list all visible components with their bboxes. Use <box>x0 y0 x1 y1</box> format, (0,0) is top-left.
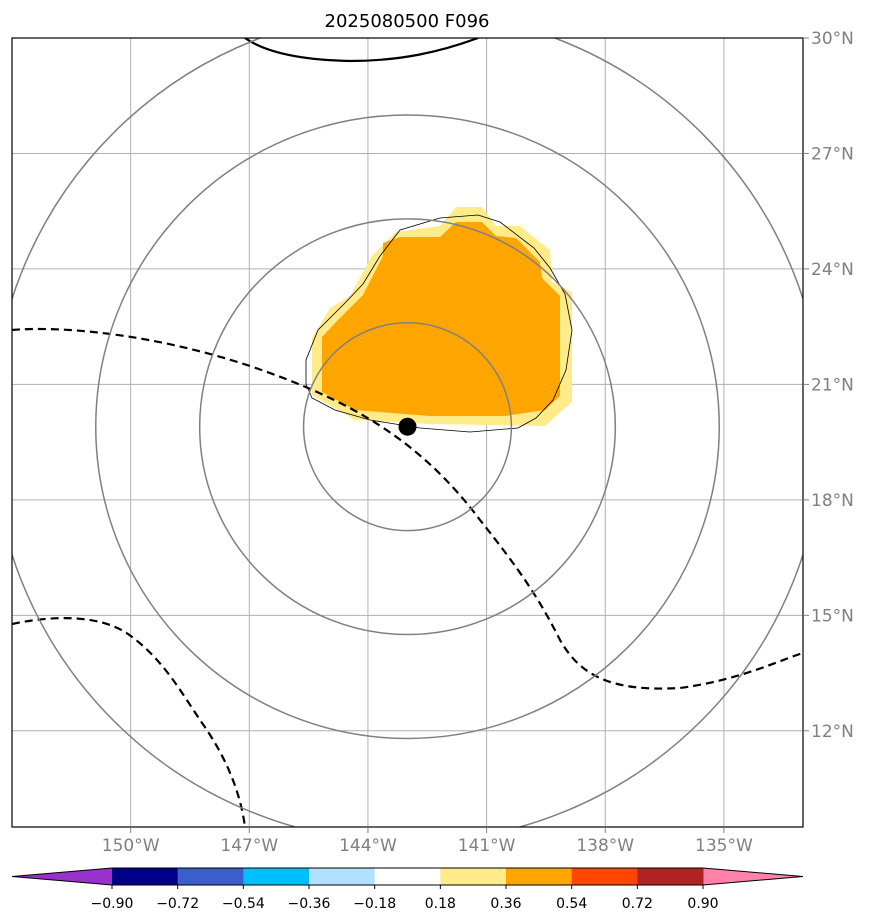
colorbar-swatch <box>243 868 310 885</box>
latitude-label: 21°N <box>811 375 854 395</box>
map-panel <box>11 37 804 828</box>
longitude-label: 147°W <box>220 836 278 856</box>
longitude-label: 135°W <box>695 836 753 856</box>
longitude-label: 150°W <box>102 836 160 856</box>
longitude-label: 141°W <box>458 836 516 856</box>
storm-center-marker <box>398 417 417 436</box>
longitude-label: 138°W <box>576 836 634 856</box>
gridlines <box>12 38 803 827</box>
dashed-contour-southwest <box>12 617 247 827</box>
latitude-labels: 30°N 27°N 24°N 21°N 18°N 15°N 12°N <box>803 29 854 742</box>
range-rings <box>12 38 803 827</box>
colorbar-extend-high <box>703 868 803 885</box>
map-frame <box>11 37 804 828</box>
colorbar-extend-low <box>12 868 112 885</box>
colorbar-swatch <box>571 868 638 885</box>
latitude-label: 30°N <box>811 29 854 49</box>
range-ring <box>198 218 617 636</box>
solid-contour-north <box>244 38 479 63</box>
colorbar-tick-label: −0.54 <box>222 896 265 912</box>
colorbar-tick-label: −0.90 <box>91 896 134 912</box>
figure-title: 2025080500 F096 <box>325 11 490 32</box>
range-ring <box>94 114 721 740</box>
latitude-label: 27°N <box>811 144 854 164</box>
colorbar-tick-label: −0.18 <box>353 896 396 912</box>
colorbar-swatch <box>374 868 441 885</box>
colorbar-tick-label: 0.54 <box>556 896 587 912</box>
range-ring <box>302 322 513 532</box>
colorbar-swatch <box>506 868 573 885</box>
colorbar-tick-label: −0.72 <box>156 896 199 912</box>
colorbar-tick-label: 0.90 <box>687 896 718 912</box>
dashed-contour-central <box>12 327 803 690</box>
latitude-label: 18°N <box>811 491 854 511</box>
colorbar-swatch <box>112 868 179 885</box>
colorbar-tick-label: 0.18 <box>425 896 456 912</box>
colorbar-swatch <box>440 868 507 885</box>
anomaly-region <box>305 207 573 433</box>
colorbar-swatch <box>177 868 244 885</box>
contours <box>12 38 803 827</box>
longitude-labels: 150°W 147°W 144°W 141°W 138°W 135°W <box>102 827 753 856</box>
colorbar-swatch <box>309 868 376 885</box>
longitude-label: 144°W <box>339 836 397 856</box>
latitude-label: 24°N <box>811 260 854 280</box>
colorbar-tick-label: −0.36 <box>288 896 331 912</box>
colorbar-swatch <box>637 868 704 885</box>
colorbar: −0.90 −0.72 −0.54 −0.36 −0.18 0.18 0.36 0.54 0.7… <box>11 867 804 912</box>
colorbar-tick-label: 0.72 <box>622 896 653 912</box>
latitude-label: 15°N <box>811 606 854 626</box>
anomaly-fill-main <box>322 222 560 416</box>
latitude-label: 12°N <box>811 722 854 742</box>
colorbar-tick-label: 0.36 <box>490 896 521 912</box>
